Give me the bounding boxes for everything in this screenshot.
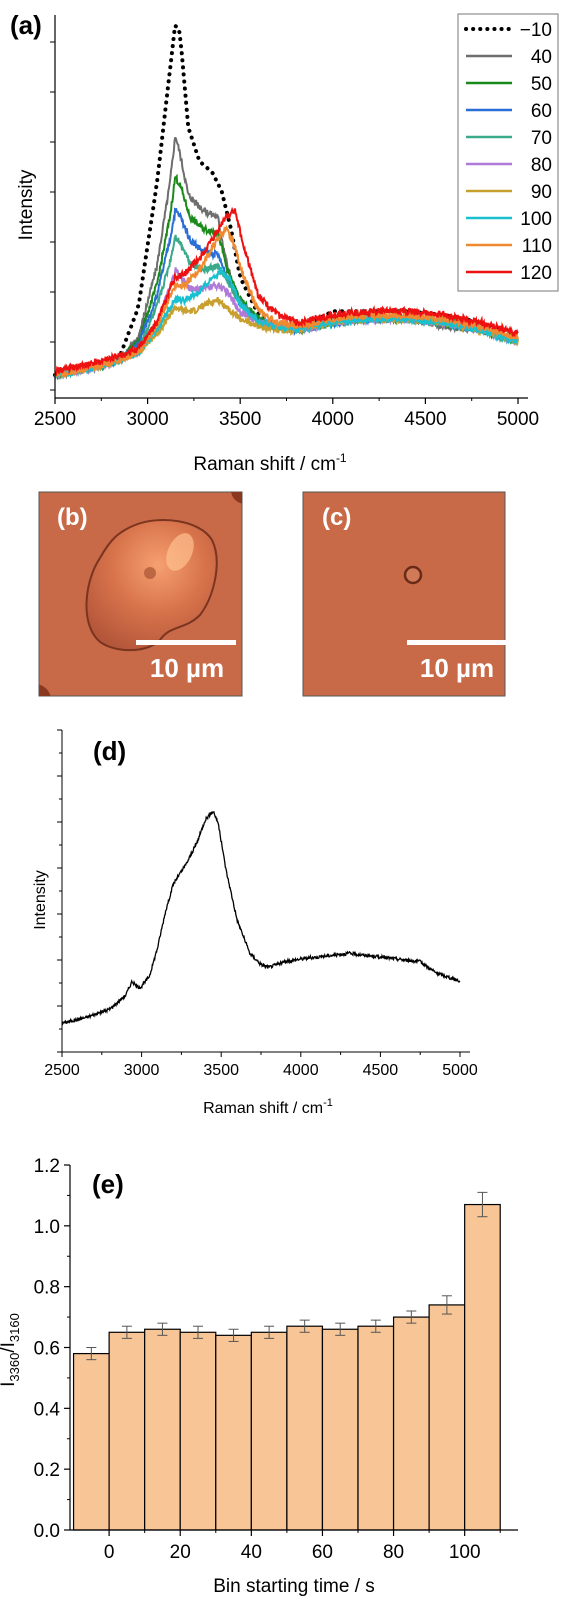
panel-a-series-line [54,206,519,377]
legend-label: 100 [520,209,552,230]
panel-e-y-tick-label: 0.2 [34,1460,60,1481]
panel-e-y-tick-label: 0.6 [34,1339,60,1360]
panel-e-y-tick-label: 0.0 [34,1521,60,1542]
bar [179,1331,217,1531]
legend-label: 60 [531,101,552,122]
legend-label: 90 [531,182,552,203]
panel-d-label: (d) [93,736,126,766]
panel-d-x-tick-label: 3500 [203,1062,239,1079]
panel-e-chart: (e) 0 20 40 60 80 100 0.0 0.2 0.4 0.6 0.8 1.0 1.2 B… [0,1156,518,1597]
panel-e-y-tick-label: 0.4 [34,1399,61,1420]
panel-a-series-line [54,224,519,380]
panel-e-y-tick-label: 0.8 [34,1278,60,1299]
panel-e-y-tick-label: 1.2 [34,1156,60,1177]
bar [215,1334,252,1531]
panel-c-label: (c) [322,504,351,531]
panel-d-x-tick-label: 4000 [283,1062,319,1079]
panel-a-y-axis-label: Intensity [16,169,37,240]
panel-d-y-axis-label: Intensity [32,870,49,930]
panel-b-edge-particle-top [231,492,242,504]
panel-b-scale-bar-label: 10 µm [150,653,224,683]
panel-e-y-axis-label: I3360/I3160 [0,1313,22,1387]
bar [108,1331,146,1531]
panel-a-x-axis-label: Raman shift / cm-1 [193,451,347,475]
legend-label: 120 [520,263,552,284]
panel-a-x-tick-label: 5000 [497,409,539,430]
panel-c-scale-bar [407,640,507,645]
panel-e-label: (e) [92,1169,124,1199]
panel-d-ticks [57,729,461,1057]
panel-a-x-tick-label: 3000 [126,409,168,430]
panel-d-x-tick-label: 5000 [442,1062,478,1079]
panel-a-series [53,22,520,381]
panel-b-micrograph: (b) 10 µm [38,491,243,697]
bar [428,1304,466,1531]
legend-label: −10 [520,20,552,41]
bar [464,1203,501,1531]
panel-a-series-line [54,207,519,379]
panel-b-scale-bar [136,640,236,645]
panel-a-ticks [50,41,519,404]
panel-d-x-tick-label: 3000 [124,1062,160,1079]
panel-b-edge-particle-bottom [39,684,51,696]
panel-e-y-tick-labels: 0.0 0.2 0.4 0.6 0.8 1.0 1.2 [34,1156,61,1542]
panel-a-x-tick-label: 4500 [404,409,446,430]
panel-e-x-tick-label: 60 [312,1542,333,1563]
bar [286,1325,324,1531]
panel-c-particle [403,565,423,585]
panel-c-background [302,491,506,697]
panel-d-x-axis-label: Raman shift / cm-1 [203,1097,333,1117]
panel-a-label: (a) [10,10,42,40]
panel-d-series [61,810,461,1026]
panel-e-x-axis-label: Bin starting time / s [213,1576,375,1597]
panel-a-series-line [54,296,519,379]
panel-e-x-tick-label: 80 [383,1542,404,1563]
panel-a-chart: (a) 2500 3000 3500 4000 4500 5000 Raman shift… [10,10,559,475]
legend-label: 70 [531,128,552,149]
panel-d-chart: (d) 2500 3000 3500 4000 4500 5000 Raman shift… [32,729,478,1117]
bar [357,1325,395,1531]
panel-d-x-tick-labels: 2500 3000 3500 4000 4500 5000 [44,1062,478,1079]
bar [144,1328,181,1531]
panel-b-label: (b) [57,504,88,531]
panel-e-x-tick-label: 40 [241,1542,262,1563]
panel-a-series-line [54,136,519,380]
panel-a-x-tick-label: 3500 [219,409,261,430]
legend-label: 80 [531,155,552,176]
panel-b-droplet-highlight [166,533,194,571]
panel-b-inner-spot [144,567,156,579]
panel-d-x-tick-label: 2500 [44,1062,80,1079]
bar [392,1316,430,1531]
panel-a-x-tick-labels: 2500 3000 3500 4000 4500 5000 [34,409,539,430]
legend-label: 40 [531,47,552,68]
panel-e-x-tick-labels: 0 20 40 60 80 100 [104,1542,481,1563]
panel-a-x-tick-label: 4000 [312,409,354,430]
panel-c-micrograph: (c) 10 µm [302,491,507,697]
panel-a-legend: −10 40 50 60 70 80 90 100 110 120 [464,20,552,284]
panel-c-scale-bar-label: 10 µm [420,653,494,683]
panel-e-x-tick-label: 20 [170,1542,191,1563]
panel-e-y-tick-label: 1.0 [34,1217,60,1238]
legend-label: 110 [522,236,552,257]
panel-d-series-line [61,810,461,1026]
bar [321,1328,359,1531]
bar [250,1331,288,1531]
panel-e-x-tick-label: 0 [104,1542,115,1563]
panel-e-x-tick-label: 100 [449,1542,481,1563]
panel-d-x-tick-label: 4500 [363,1062,399,1079]
panel-e-bars [72,1191,501,1531]
panel-a-x-tick-label: 2500 [34,409,76,430]
legend-label: 50 [531,74,552,95]
bar [72,1352,110,1531]
